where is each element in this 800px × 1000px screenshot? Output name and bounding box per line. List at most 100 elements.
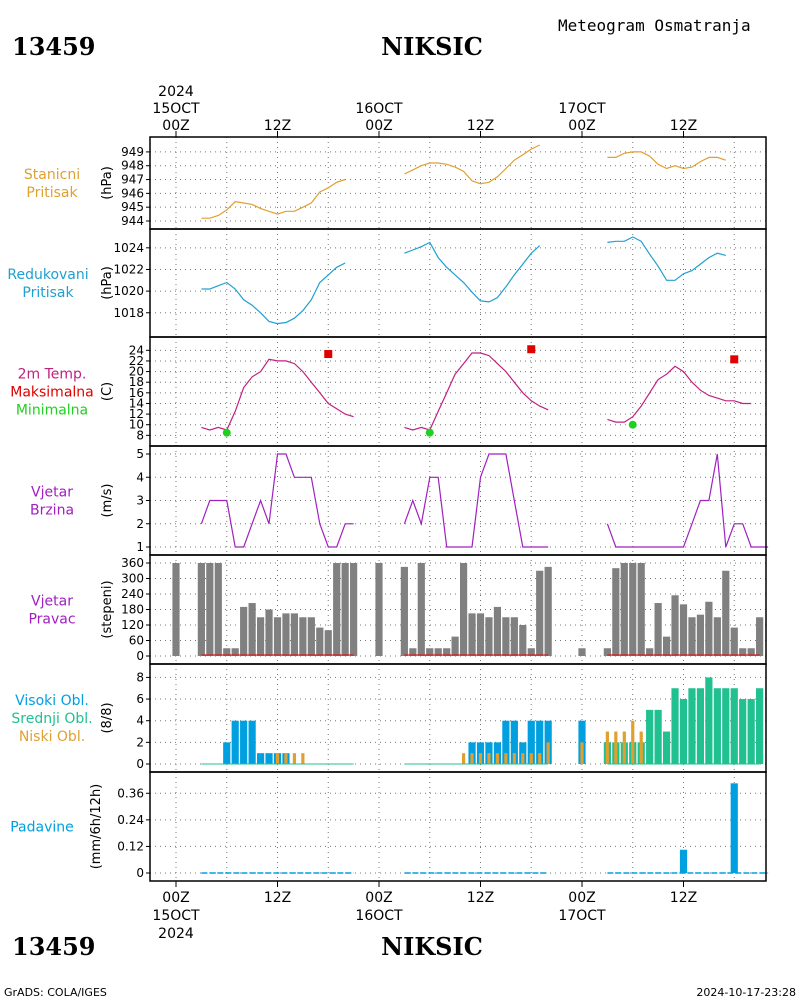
cloud-bar-2 bbox=[614, 731, 618, 764]
cloud-bar-1 bbox=[722, 688, 730, 764]
y-tick-label: 8 bbox=[136, 670, 144, 684]
winddir-bar bbox=[223, 648, 231, 656]
winddir-bar bbox=[214, 563, 222, 656]
winddir-bar bbox=[510, 617, 518, 656]
meteogram-title: Meteogram Osmatranja bbox=[558, 16, 751, 35]
winddir-bar bbox=[206, 563, 214, 656]
y-tick-label: 949 bbox=[121, 145, 144, 159]
winddir-bar bbox=[679, 604, 688, 656]
panel-label-temp: Minimalna bbox=[16, 403, 88, 419]
winddir-bar bbox=[713, 617, 721, 656]
y-tick-label: 1018 bbox=[113, 306, 144, 320]
day-label-bottom: 17OCT bbox=[558, 908, 606, 924]
credit-text: GrADS: COLA/IGES bbox=[4, 986, 107, 999]
y-tick-label: 14 bbox=[129, 396, 144, 410]
tmin-point bbox=[628, 420, 637, 429]
winddir-bar bbox=[256, 617, 265, 656]
y-tick-label: 180 bbox=[121, 603, 144, 617]
winddir-bar bbox=[451, 636, 459, 656]
cloud-bar-0 bbox=[502, 720, 510, 764]
cloud-bar-0 bbox=[578, 720, 586, 764]
winddir-bar bbox=[637, 563, 645, 656]
winddir-bar bbox=[333, 563, 341, 656]
station-name-bottom: NIKSIC bbox=[381, 932, 483, 961]
y-axis-label: (hPa) bbox=[100, 266, 115, 300]
year-label-top: 2024 bbox=[158, 84, 194, 100]
y-axis-label: (stepeni) bbox=[100, 580, 115, 638]
hour-label-top: 12Z bbox=[467, 118, 494, 134]
tmax-point bbox=[527, 345, 536, 354]
winddir-bar bbox=[231, 648, 239, 656]
y-tick-label: 360 bbox=[121, 556, 144, 570]
winddir-bar bbox=[459, 563, 468, 656]
cloud-bar-2 bbox=[275, 753, 280, 764]
cloud-bar-2 bbox=[504, 753, 508, 764]
winddir-bar bbox=[722, 570, 730, 656]
winddir-bar bbox=[172, 563, 180, 656]
y-tick-label: 12 bbox=[129, 407, 144, 421]
y-tick-label: 1022 bbox=[113, 262, 144, 276]
cloud-bar-2 bbox=[521, 753, 525, 764]
y-tick-label: 240 bbox=[121, 587, 144, 601]
y-tick-label: 0.36 bbox=[117, 786, 144, 800]
winddir-bar bbox=[417, 563, 425, 656]
cloud-bar-1 bbox=[747, 699, 755, 764]
panel-label-temp: Maksimalna bbox=[10, 385, 94, 401]
cloud-bar-1 bbox=[646, 709, 654, 764]
hour-label-top: 12Z bbox=[264, 118, 291, 134]
panel-reduced: 1018 1020 1022 1024 (hPa) Redukovani Pritisak bbox=[7, 228, 767, 338]
y-axis-label: (8/8) bbox=[100, 702, 115, 733]
cloud-bar-2 bbox=[292, 753, 297, 764]
winddir-bar bbox=[409, 648, 417, 656]
cloud-bar-2 bbox=[538, 753, 542, 764]
y-tick-label: 1 bbox=[136, 540, 144, 554]
tmin-point bbox=[425, 428, 434, 437]
winddir-bar bbox=[426, 648, 434, 656]
winddir-bar bbox=[197, 563, 205, 656]
cloud-bar-2 bbox=[284, 753, 288, 764]
hour-label-bottom: 12Z bbox=[467, 890, 494, 906]
y-tick-label: 20 bbox=[129, 365, 144, 379]
winddir-bar bbox=[536, 570, 544, 656]
y-tick-label: 22 bbox=[129, 354, 144, 368]
panel-frame bbox=[149, 228, 767, 338]
cloud-bar-0 bbox=[240, 720, 248, 764]
winddir-bar bbox=[443, 648, 451, 656]
panel-precip: 0 0.12 0.24 0.36 (mm/6h/12h) Padavine bbox=[10, 771, 769, 882]
time-axis-top: 00Z 12Z 00Z 12Z 00Z 12Z 15OCT 16OCT 17OCT 2024 bbox=[152, 84, 697, 137]
y-tick-label: 948 bbox=[121, 159, 144, 173]
y-tick-label: 0.12 bbox=[117, 839, 144, 853]
cloud-bar-1 bbox=[713, 688, 721, 764]
cloud-bar-1 bbox=[739, 699, 747, 764]
series-line-pressure bbox=[404, 144, 540, 185]
winddir-bar bbox=[434, 648, 442, 656]
y-axis-label: (mm/6h/12h) bbox=[89, 784, 104, 870]
day-label-top: 15OCT bbox=[152, 101, 200, 117]
cloud-bar-0 bbox=[256, 753, 265, 764]
y-tick-label: 4 bbox=[136, 714, 144, 728]
hour-label-top: 00Z bbox=[365, 118, 392, 134]
winddir-bar bbox=[654, 603, 662, 656]
winddir-bar bbox=[468, 613, 476, 656]
cloud-bar-2 bbox=[622, 731, 626, 764]
y-axis-label: (C) bbox=[100, 382, 115, 401]
cloud-bar-0 bbox=[231, 720, 239, 764]
hour-label-bottom: 12Z bbox=[670, 890, 697, 906]
winddir-bar bbox=[544, 566, 552, 656]
winddir-bar bbox=[688, 617, 696, 656]
cloud-bar-2 bbox=[495, 753, 500, 764]
y-tick-label: 0 bbox=[136, 649, 144, 663]
cloud-bar-1 bbox=[730, 688, 738, 764]
hour-label-bottom: 00Z bbox=[365, 890, 392, 906]
cloud-bar-2 bbox=[470, 753, 474, 764]
panel-label-clouds: Visoki Obl. bbox=[15, 693, 89, 709]
hour-label-top: 00Z bbox=[162, 118, 189, 134]
y-tick-label: 300 bbox=[121, 572, 144, 586]
y-tick-label: 5 bbox=[136, 447, 144, 461]
panel-label-clouds: Niski Obl. bbox=[19, 729, 85, 745]
panel-frame bbox=[149, 445, 767, 556]
